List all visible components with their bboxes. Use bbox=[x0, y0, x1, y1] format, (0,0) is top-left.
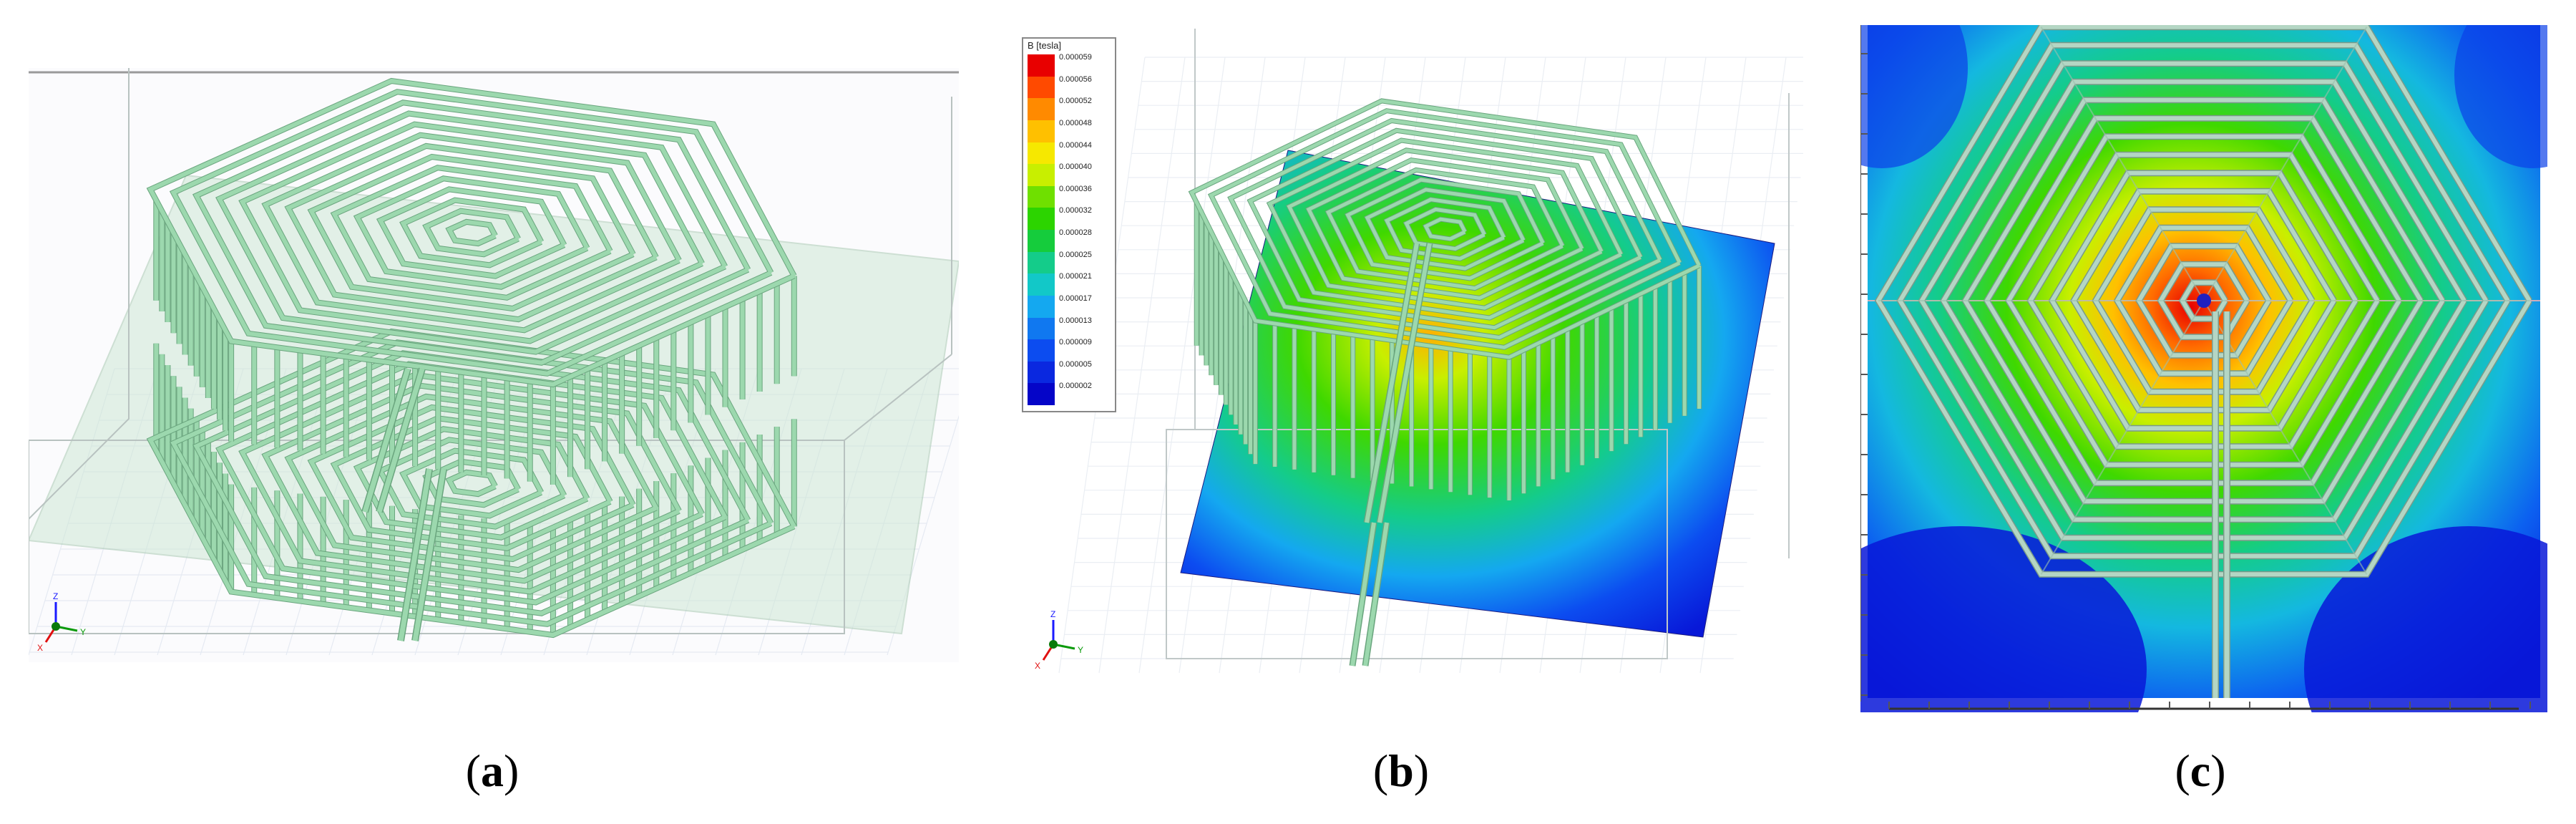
axis-origin bbox=[52, 622, 60, 631]
legend-swatch bbox=[1028, 142, 1055, 165]
y-axis-label: Y bbox=[1078, 645, 1083, 655]
legend-swatch bbox=[1028, 339, 1055, 362]
legend-tick-label: 0.000036 bbox=[1059, 184, 1092, 193]
low-field-region-top-left bbox=[1860, 25, 1968, 168]
panel-b-axis-triad: Z Y X bbox=[1035, 609, 1083, 671]
legend-scale: 0.000059 0.000056 0.000052 0.000048 0.000044… bbox=[1028, 53, 1112, 405]
legend-swatch bbox=[1028, 54, 1055, 77]
x-axis-label: X bbox=[37, 643, 43, 653]
panel-a-coil-model: Z Y X bbox=[29, 68, 959, 662]
z-axis-label: Z bbox=[53, 591, 58, 601]
legend-tick-label: 0.000059 bbox=[1059, 53, 1092, 62]
field-plane bbox=[1180, 150, 1775, 638]
caption-a: (a) bbox=[421, 745, 564, 798]
caption-b-close: ) bbox=[1413, 745, 1430, 796]
legend-swatch bbox=[1028, 317, 1055, 340]
caption-c-close: ) bbox=[2210, 745, 2226, 796]
legend-swatch bbox=[1028, 230, 1055, 252]
low-field-region-top-right bbox=[2454, 25, 2547, 168]
legend-tick-label: 0.000002 bbox=[1059, 382, 1092, 391]
scale-ruler bbox=[1860, 25, 2531, 710]
z-axis-label: Z bbox=[1050, 609, 1055, 619]
feed-leads bbox=[2212, 311, 2230, 698]
legend-tick-label: 0.000032 bbox=[1059, 206, 1092, 215]
legend-tick-label: 0.000025 bbox=[1059, 250, 1092, 259]
legend-swatch bbox=[1028, 361, 1055, 384]
feed-leads bbox=[361, 367, 447, 641]
x-axis-label: X bbox=[1035, 661, 1040, 671]
panel-a-axis-triad: Z Y X bbox=[37, 591, 86, 653]
legend-tick-label: 0.000056 bbox=[1059, 74, 1092, 84]
legend-swatch bbox=[1028, 185, 1055, 208]
legend-swatch bbox=[1028, 98, 1055, 120]
upper-coil-layer bbox=[146, 77, 797, 485]
legend-swatch bbox=[1028, 76, 1055, 99]
caption-a-letter: a bbox=[481, 745, 504, 796]
legend-swatch bbox=[1028, 383, 1055, 405]
panel-c-top-view bbox=[1860, 25, 2547, 712]
legend-swatch bbox=[1028, 295, 1055, 318]
field-top-view-c bbox=[1860, 25, 2547, 712]
color-legend: B [tesla] 0.000059 0.000056 0.000052 0.0000… bbox=[1022, 37, 1116, 412]
caption-a-open: ( bbox=[465, 745, 481, 796]
caption-b-letter: b bbox=[1388, 745, 1414, 796]
coil-3d-view-a: Z Y X bbox=[29, 68, 959, 656]
legend-swatch bbox=[1028, 251, 1055, 274]
legend-title: B [tesla] bbox=[1028, 40, 1061, 51]
legend-tick-label: 0.000017 bbox=[1059, 294, 1092, 303]
legend-tick-label: 0.000040 bbox=[1059, 163, 1092, 172]
center-marker bbox=[2197, 294, 2211, 308]
legend-tick-label: 0.000005 bbox=[1059, 359, 1092, 369]
caption-b-open: ( bbox=[1372, 745, 1389, 796]
coil-layer bbox=[1188, 98, 1702, 501]
legend-tick-label: 0.000028 bbox=[1059, 228, 1092, 237]
legend-swatch bbox=[1028, 273, 1055, 296]
legend-tick-label: 0.000052 bbox=[1059, 97, 1092, 106]
legend-tick-label: 0.000009 bbox=[1059, 338, 1092, 347]
feed-leads bbox=[1349, 243, 1433, 667]
caption-c-open: ( bbox=[2175, 745, 2190, 796]
axis-origin bbox=[1049, 640, 1058, 649]
legend-tick-label: 0.000021 bbox=[1059, 272, 1092, 281]
caption-b: (b) bbox=[1330, 745, 1473, 798]
legend-swatch bbox=[1028, 120, 1055, 142]
caption-c-letter: c bbox=[2190, 745, 2211, 796]
y-axis-label: Y bbox=[80, 627, 86, 637]
legend-swatch bbox=[1028, 208, 1055, 230]
lower-coil-layer bbox=[146, 328, 797, 639]
spiral-coil-top bbox=[1874, 25, 2532, 578]
legend-tick-label: 0.000044 bbox=[1059, 140, 1092, 150]
field-3d-view-b: Z Y X bbox=[1035, 29, 1803, 674]
caption-a-close: ) bbox=[504, 745, 519, 796]
legend-tick-label: 0.000013 bbox=[1059, 316, 1092, 325]
legend-swatch bbox=[1028, 164, 1055, 186]
legend-tick-label: 0.000048 bbox=[1059, 118, 1092, 127]
caption-c: (c) bbox=[2129, 745, 2272, 798]
